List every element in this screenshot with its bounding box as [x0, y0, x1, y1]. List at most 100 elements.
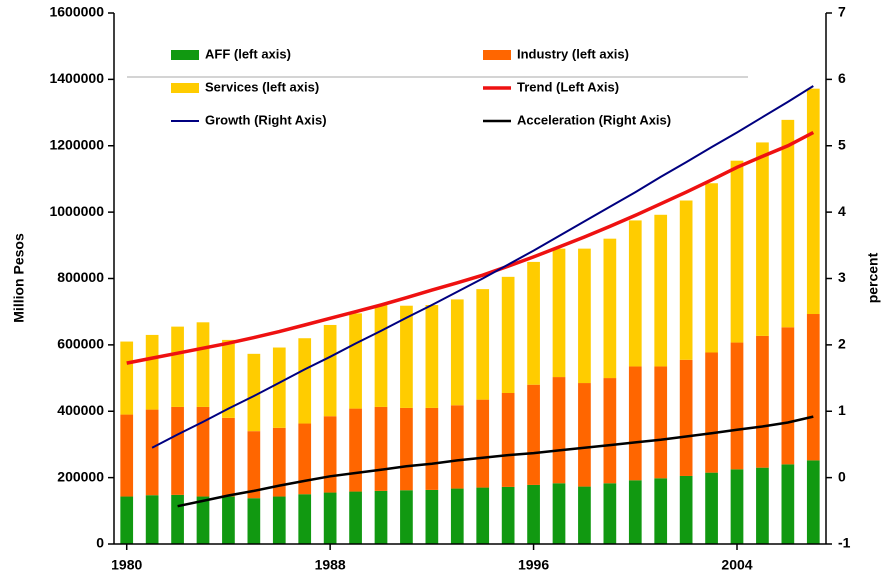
legend-swatch: [171, 50, 199, 60]
bar: [501, 486, 515, 544]
bar: [781, 464, 795, 544]
bar: [705, 352, 718, 473]
bar: [501, 392, 515, 487]
bar: [679, 200, 693, 360]
bar: [705, 472, 718, 544]
bar: [654, 478, 668, 544]
x-tick-label: 1988: [315, 557, 346, 573]
bar: [756, 335, 769, 468]
legend-label: Acceleration (Right Axis): [517, 112, 671, 127]
bar: [450, 405, 464, 489]
bar: [145, 495, 159, 544]
y-tick-label: 200000: [57, 468, 104, 484]
bar: [222, 496, 235, 544]
bar: [781, 119, 795, 328]
bar: [806, 314, 820, 461]
bar: [527, 484, 540, 544]
y2-tick-label: 1: [838, 402, 846, 418]
bar: [272, 347, 286, 428]
bar: [196, 496, 210, 544]
y-tick-label: 1600000: [49, 4, 104, 20]
bar: [578, 248, 591, 384]
bar: [578, 383, 591, 487]
bar: [374, 490, 388, 544]
bar: [196, 406, 210, 497]
bar: [806, 88, 820, 315]
y-tick-label: 1000000: [49, 203, 104, 219]
bar: [247, 498, 261, 544]
x-tick-label: 2004: [721, 557, 752, 573]
y2-axis-title: percent: [865, 252, 881, 303]
bar: [527, 261, 540, 385]
bar: [374, 406, 388, 491]
y2-tick-label: -1: [838, 535, 851, 551]
bar: [654, 366, 668, 479]
bar: [476, 487, 490, 544]
y-tick-label: 400000: [57, 402, 104, 418]
legend-swatch: [483, 50, 511, 60]
bar: [806, 460, 820, 544]
bar: [527, 384, 540, 485]
bar: [450, 299, 464, 406]
bar: [247, 353, 261, 432]
legend-swatch: [171, 83, 199, 93]
bar: [349, 313, 362, 409]
bar: [222, 417, 235, 497]
bar: [679, 359, 693, 476]
bar: [705, 183, 718, 353]
y2-tick-label: 6: [838, 70, 846, 86]
legend-label: Growth (Right Axis): [205, 112, 327, 127]
bar: [247, 431, 261, 499]
y2-tick-label: 4: [838, 203, 846, 219]
bar: [756, 467, 769, 544]
bar: [323, 492, 337, 544]
bar: [476, 399, 490, 488]
bar: [501, 276, 515, 393]
bar: [679, 475, 693, 544]
bar: [552, 483, 566, 544]
legend-label: Trend (Left Axis): [517, 79, 619, 94]
line: [151, 85, 814, 449]
y-tick-label: 1200000: [49, 136, 104, 152]
y-tick-label: 600000: [57, 336, 104, 352]
line: [126, 130, 815, 365]
bar: [374, 305, 388, 407]
bar: [628, 220, 642, 367]
bar: [349, 408, 362, 492]
bar: [145, 409, 159, 496]
bar: [349, 491, 362, 544]
bar: [781, 327, 795, 465]
bar: [476, 289, 490, 400]
bar: [425, 407, 439, 490]
bar: [171, 326, 184, 407]
bar: [400, 407, 413, 491]
bar: [603, 378, 617, 484]
bar: [196, 322, 210, 407]
bar: [298, 338, 312, 424]
y2-tick-label: 5: [838, 136, 846, 152]
bar: [272, 427, 286, 497]
bar: [756, 142, 769, 336]
bar: [552, 248, 566, 378]
bar: [730, 342, 744, 470]
bar: [120, 341, 134, 415]
y2-tick-label: 3: [838, 269, 846, 285]
bar: [298, 494, 312, 544]
bar: [222, 339, 235, 418]
bar: [578, 486, 591, 544]
x-tick-label: 1996: [518, 557, 549, 573]
bar: [425, 305, 439, 408]
bar: [298, 423, 312, 495]
bar: [628, 480, 642, 544]
y2-tick-label: 7: [838, 4, 846, 20]
legend-label: Industry (left axis): [517, 46, 629, 61]
bar: [425, 489, 439, 544]
bar: [171, 406, 184, 495]
bar: [400, 305, 413, 408]
bar: [603, 483, 617, 544]
y-axis-title: Million Pesos: [11, 233, 27, 323]
line: [177, 415, 814, 508]
bar: [450, 488, 464, 544]
bar: [400, 490, 413, 544]
